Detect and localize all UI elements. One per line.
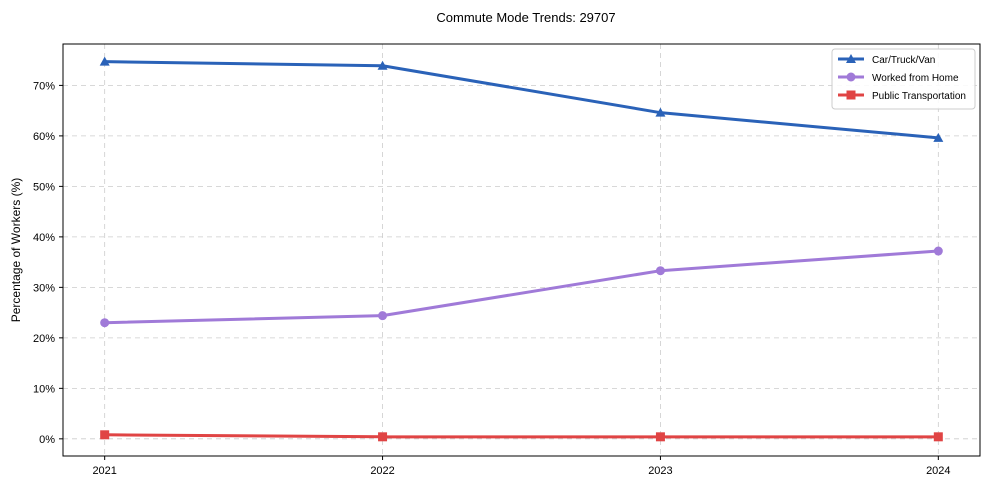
- x-tick-label: 2022: [370, 465, 394, 477]
- series-line-public-transportation: [104, 433, 939, 439]
- data-point-worked-from-home: [655, 266, 665, 276]
- legend-marker: [846, 72, 856, 82]
- x-tick-label: 2024: [926, 465, 950, 477]
- chart-title: Commute Mode Trends: 29707: [436, 10, 615, 25]
- data-point-worked-from-home: [100, 318, 110, 328]
- y-tick-label: 70%: [33, 80, 55, 92]
- x-tick-label: 2021: [92, 465, 116, 477]
- data-point-car-truck-van: [99, 56, 110, 66]
- legend-box: [831, 48, 976, 110]
- data-point-car-truck-van: [377, 60, 388, 70]
- legend-label: Worked from Home: [872, 73, 959, 84]
- data-point-public-transportation: [655, 432, 665, 442]
- y-tick-label: 50%: [33, 181, 55, 193]
- data-point-worked-from-home: [378, 311, 388, 321]
- y-tick-label: 10%: [33, 383, 55, 395]
- legend-label: Public Transportation: [872, 91, 966, 102]
- data-point-car-truck-van: [933, 132, 944, 142]
- x-tick-label: 2023: [648, 465, 672, 477]
- plot-frame: [62, 43, 981, 457]
- series-line-worked-from-home: [104, 249, 939, 325]
- data-point-public-transportation: [378, 432, 388, 442]
- legend: Car/Truck/Van Worked from Home Public Tran…: [831, 48, 976, 110]
- data-point-worked-from-home: [933, 246, 943, 256]
- y-tick-label: 0%: [39, 434, 55, 446]
- data-point-car-truck-van: [655, 107, 666, 117]
- y-axis-label: Percentage of Workers (%): [9, 178, 23, 323]
- y-tick-label: 30%: [33, 282, 55, 294]
- legend-marker: [846, 54, 856, 63]
- data-point-public-transportation: [933, 432, 943, 442]
- y-tick-label: 40%: [33, 232, 55, 244]
- legend-label: Car/Truck/Van: [872, 55, 935, 66]
- y-tick-label: 60%: [33, 131, 55, 143]
- y-tick-label: 20%: [33, 333, 55, 345]
- series-line-car-truck-van: [104, 60, 939, 140]
- data-point-public-transportation: [100, 430, 110, 440]
- legend-marker: [846, 90, 856, 100]
